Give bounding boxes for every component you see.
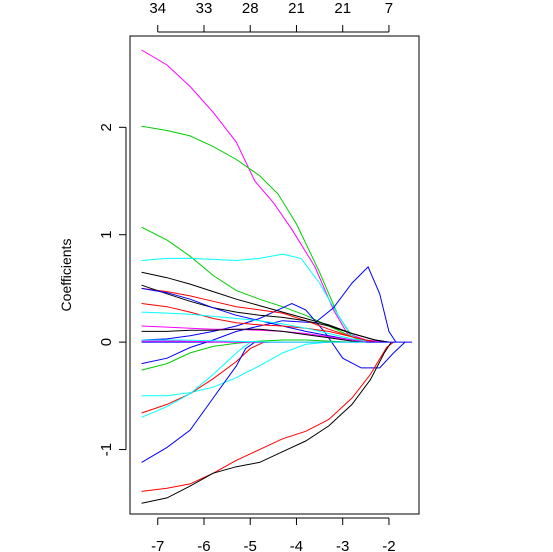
top-tick-label: 34: [149, 0, 166, 17]
x-tick-label: -6: [197, 538, 210, 552]
x-tick-label: -2: [382, 538, 395, 552]
series-line-17: [141, 341, 283, 414]
x-axis: -7 -6 -5 -4 -3 -2: [151, 517, 396, 552]
y-tick-label: 0: [98, 338, 115, 346]
x-tick-label: -3: [336, 538, 349, 552]
top-tick-label: 33: [196, 0, 213, 17]
y-tick-label: -1: [98, 443, 115, 456]
series-line-16: [141, 341, 329, 397]
series-line-24: [141, 339, 366, 343]
top-tick-label: 21: [288, 0, 305, 17]
series-line-21: [141, 341, 392, 504]
y-axis: -1 0 1 2: [98, 123, 127, 456]
series-line-19: [141, 341, 269, 463]
series-line-14: [141, 328, 366, 343]
series-line-13: [141, 325, 371, 343]
series-line-20: [141, 341, 394, 492]
y-tick-label: 1: [98, 231, 115, 239]
y-tick-label: 2: [98, 123, 115, 131]
series-line-6: [141, 302, 406, 369]
series-line-12: [141, 311, 371, 343]
x-tick-label: -4: [290, 538, 303, 552]
x-tick-label: -7: [151, 538, 164, 552]
series-line-11: [141, 303, 376, 343]
series-line-4: [141, 253, 367, 343]
series-line-5: [141, 266, 397, 365]
series-line-2: [141, 125, 366, 343]
x-tick-label: -5: [244, 538, 257, 552]
y-axis-label: Coefficients: [58, 239, 74, 312]
plot-frame: [129, 35, 420, 515]
series-lines: [141, 49, 413, 504]
top-axis: 34 33 28 21 21 7: [149, 0, 393, 33]
series-line-1: [141, 49, 387, 343]
top-tick-label: 21: [334, 0, 351, 17]
top-tick-label: 7: [385, 0, 393, 17]
series-line-8: [141, 287, 376, 343]
top-tick-label: 28: [242, 0, 259, 17]
series-line-9: [141, 284, 389, 343]
series-line-3: [141, 226, 371, 343]
